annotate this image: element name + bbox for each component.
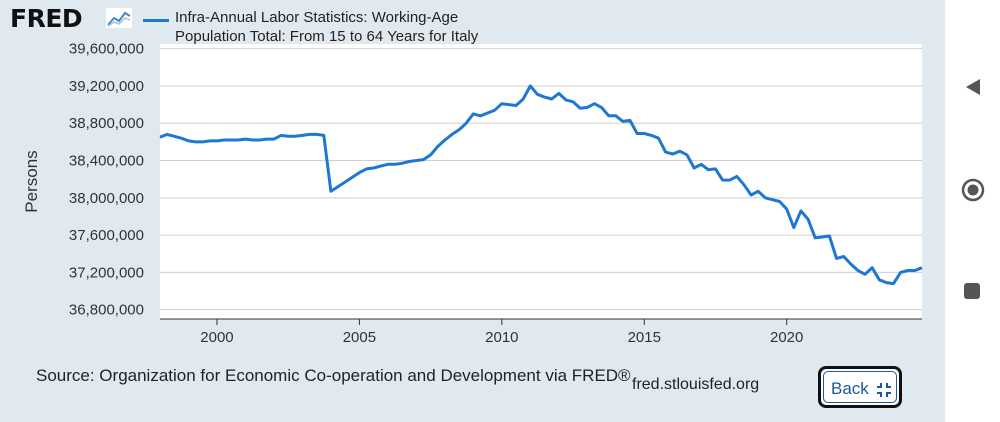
system-nav-bar	[945, 0, 1000, 422]
y-tick-label: 39,600,000	[69, 41, 144, 58]
back-button-focus-ring	[823, 371, 897, 403]
series-line	[159, 84, 923, 286]
y-tick-label: 36,800,000	[69, 302, 144, 319]
legend-swatch	[143, 19, 169, 22]
back-button-label: Back	[831, 379, 869, 398]
line-chart: 36,800,000 37,200,000 37,600,000 38,000,000…	[22, 41, 923, 346]
x-tick-label: 2005	[343, 329, 376, 346]
y-tick-label: 39,200,000	[69, 78, 144, 95]
circle-home-icon[interactable]	[960, 177, 986, 203]
fred-logo: FRED	[10, 4, 83, 33]
source-note: Source: Organization for Economic Co-ope…	[36, 366, 631, 385]
x-tick-label: 2010	[485, 329, 518, 346]
x-tick-label: 2020	[770, 329, 803, 346]
y-tick-label: 37,200,000	[69, 264, 144, 281]
square-recents-icon[interactable]	[963, 282, 981, 300]
legend-label-line2: Population Total: From 15 to 64 Years fo…	[175, 28, 479, 45]
plot-area	[160, 44, 922, 319]
x-tick-label: 2015	[628, 329, 661, 346]
y-tick-label: 38,400,000	[69, 153, 144, 170]
x-tick-label: 2000	[200, 329, 233, 346]
y-tick-label: 37,600,000	[69, 227, 144, 244]
line-graph-icon	[106, 8, 132, 28]
triangle-back-icon[interactable]	[963, 77, 983, 97]
fred-url[interactable]: fred.stlouisfed.org	[632, 376, 760, 393]
back-button[interactable]: Back	[818, 366, 902, 408]
legend-label: Infra-Annual Labor Statistics: Working-A…	[175, 8, 575, 46]
y-tick-label: 38,000,000	[69, 190, 144, 207]
collapse-icon	[877, 383, 891, 397]
legend-label-line1: Infra-Annual Labor Statistics: Working-A…	[175, 9, 459, 26]
y-tick-label: 38,800,000	[69, 115, 144, 132]
y-axis-label: Persons	[22, 150, 41, 212]
